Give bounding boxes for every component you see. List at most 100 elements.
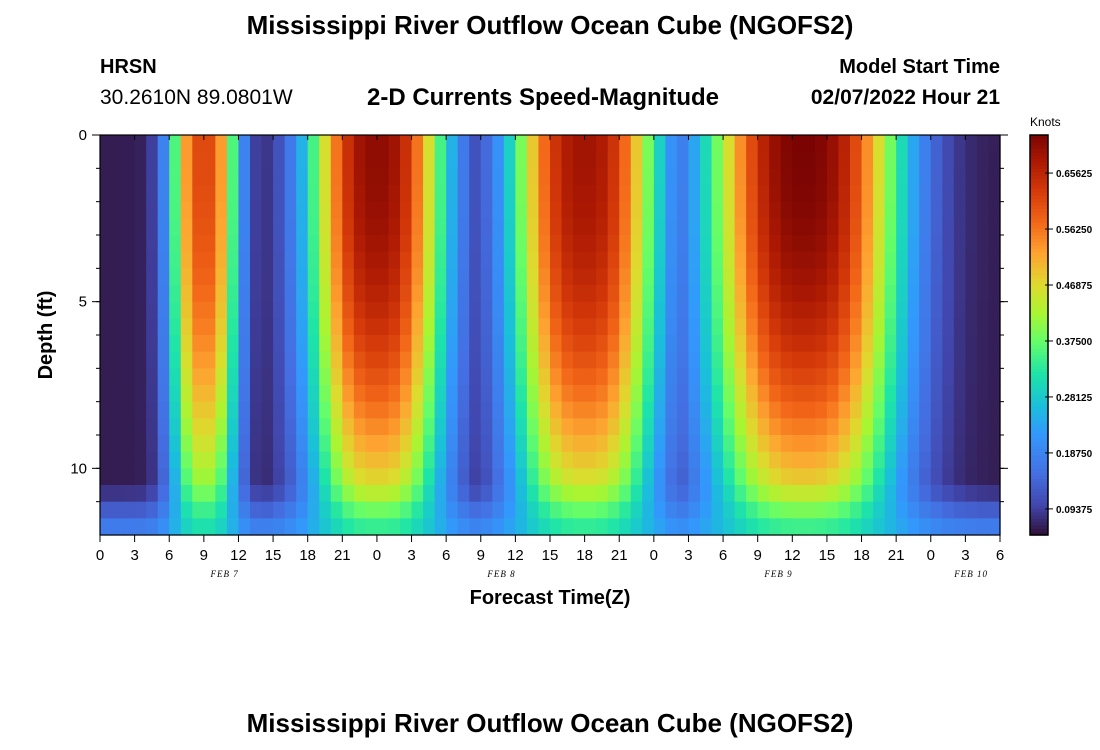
heatmap-cell (111, 451, 124, 469)
heatmap-cell (630, 451, 643, 469)
heatmap-cell (238, 418, 251, 436)
x-tick-label: 15 (265, 547, 282, 564)
heatmap-cell (538, 168, 551, 186)
heatmap-cell (607, 435, 620, 453)
heatmap-cell (676, 268, 690, 286)
heatmap-cell (376, 335, 390, 353)
heatmap-cell (803, 385, 816, 403)
heatmap-cell (723, 485, 736, 503)
heatmap-cell (769, 351, 782, 369)
heatmap-cell (826, 451, 840, 469)
heatmap-cell (146, 218, 159, 236)
heatmap-cell (988, 201, 1001, 219)
heatmap-cell (953, 335, 966, 353)
heatmap-cell (226, 201, 240, 219)
heatmap-cell (492, 418, 505, 436)
heatmap-cell (515, 385, 528, 403)
heatmap-cell (503, 218, 516, 236)
heatmap-cell (423, 318, 436, 336)
heatmap-cell (792, 251, 805, 269)
heatmap-cell (838, 385, 851, 403)
heatmap-cell (388, 235, 401, 253)
heatmap-cell (757, 168, 770, 186)
heatmap-cell (526, 451, 540, 469)
heatmap-cell (953, 185, 966, 203)
heatmap-cell (988, 401, 1001, 419)
heatmap-cell (607, 168, 620, 186)
heatmap-cell (238, 435, 251, 453)
heatmap-cell (769, 518, 782, 536)
heatmap-cell (850, 485, 863, 503)
heatmap-cell (226, 235, 240, 253)
heatmap-cell (457, 135, 470, 153)
heatmap-cell (330, 201, 343, 219)
heatmap-cell (515, 501, 528, 519)
heatmap-cell (123, 235, 136, 253)
heatmap-cell (688, 301, 701, 319)
heatmap-cell (215, 151, 228, 169)
heatmap-cell (111, 335, 124, 353)
heatmap-cell (873, 135, 886, 153)
heatmap-cell (226, 468, 240, 486)
heatmap-cell (492, 218, 505, 236)
heatmap-cell (769, 368, 782, 386)
heatmap-cell (700, 185, 713, 203)
heatmap-cell (815, 418, 828, 436)
heatmap-cell (330, 168, 343, 186)
heatmap-cell (434, 435, 447, 453)
heatmap-cell (307, 168, 320, 186)
x-tick-label: 3 (130, 547, 138, 564)
heatmap-cell (746, 368, 759, 386)
heatmap-cell (169, 485, 182, 503)
heatmap-cell (780, 135, 793, 153)
heatmap-cell (273, 235, 286, 253)
heatmap-cell (757, 418, 770, 436)
heatmap-cell (757, 235, 770, 253)
heatmap-cell (526, 268, 540, 286)
heatmap-cell (411, 168, 424, 186)
heatmap-cell (642, 151, 655, 169)
heatmap-cell (642, 485, 655, 503)
colorbar-segment (1030, 278, 1048, 283)
heatmap-cell (503, 401, 516, 419)
heatmap-cell (665, 501, 678, 519)
heatmap-cell (953, 301, 966, 319)
heatmap-cell (492, 185, 505, 203)
heatmap-cell (157, 318, 170, 336)
heatmap-cell (423, 301, 436, 319)
heatmap-cell (423, 135, 436, 153)
heatmap-cell (146, 235, 159, 253)
colorbar-segment (1030, 431, 1048, 436)
heatmap-cell (169, 185, 182, 203)
heatmap-cell (400, 501, 413, 519)
heatmap-cell (353, 418, 366, 436)
heatmap-cell (723, 185, 736, 203)
heatmap-cell (273, 335, 286, 353)
colorbar-segment (1030, 165, 1048, 169)
heatmap-cell (746, 185, 759, 203)
heatmap-cell (676, 435, 690, 453)
heatmap-cell (169, 368, 182, 386)
heatmap-cell (907, 251, 920, 269)
heatmap-cell (342, 135, 355, 153)
heatmap-cell (123, 335, 136, 353)
heatmap-cell (723, 235, 736, 253)
heatmap-cell (584, 468, 597, 486)
heatmap-cell (700, 501, 713, 519)
heatmap-cell (319, 501, 332, 519)
heatmap-cell (100, 218, 113, 236)
colorbar-segment (1030, 305, 1048, 309)
heatmap-cell (469, 435, 482, 453)
heatmap-cell (457, 451, 470, 469)
heatmap-cell (538, 301, 551, 319)
colorbar-segment (1030, 355, 1048, 359)
heatmap-cell (907, 435, 920, 453)
heatmap-cell (307, 401, 320, 419)
heatmap-cell (942, 235, 955, 253)
heatmap-cell (226, 135, 240, 153)
heatmap-cell (815, 168, 828, 186)
colorbar-segment (1030, 325, 1048, 329)
heatmap-cell (803, 401, 816, 419)
heatmap-cell (446, 318, 459, 336)
